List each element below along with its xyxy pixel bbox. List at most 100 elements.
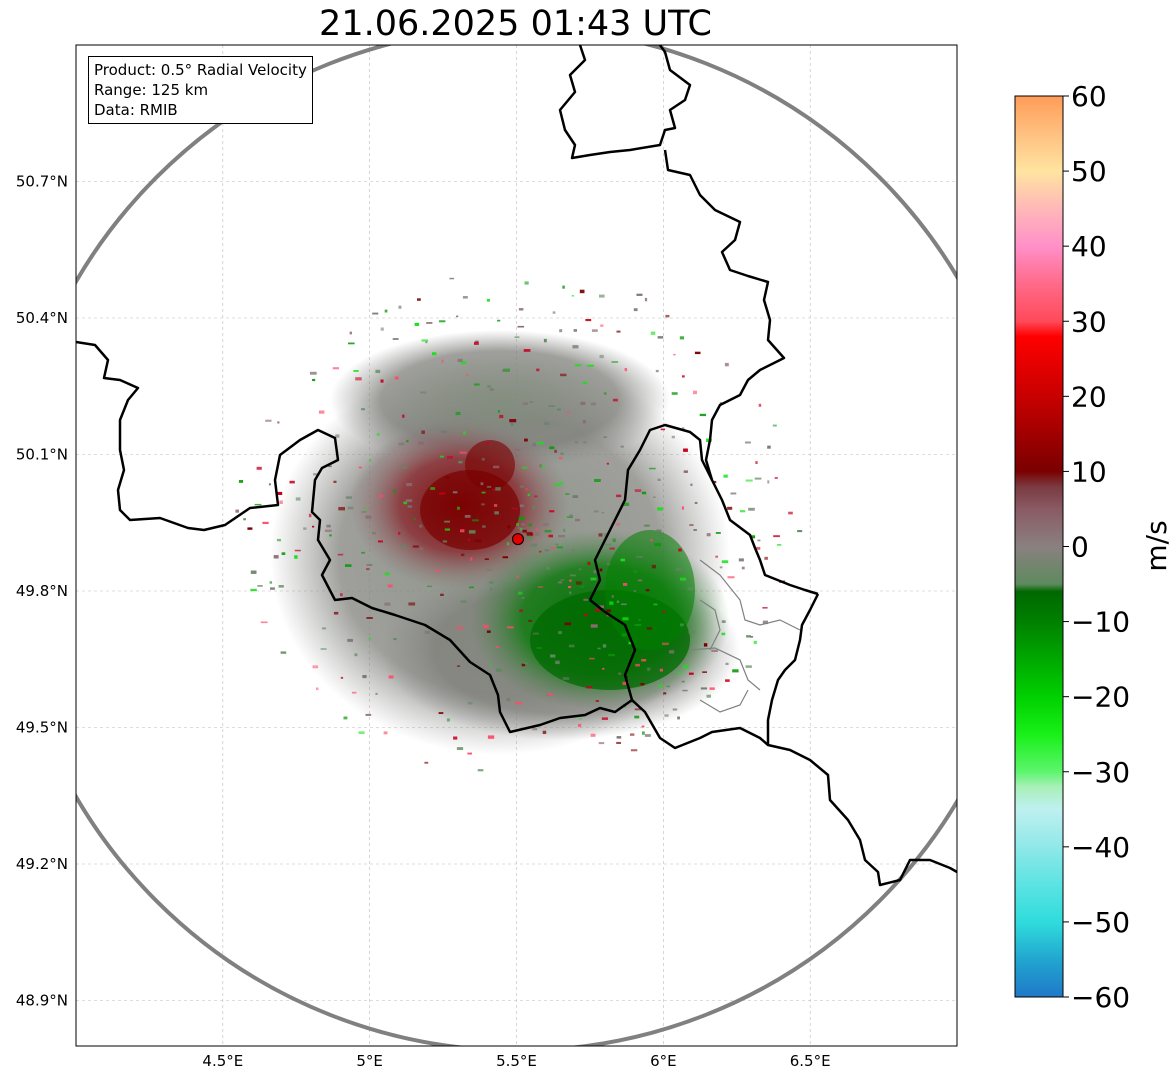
- echo-speckle: [595, 608, 601, 612]
- echo-speckle: [247, 527, 253, 530]
- echo-speckle: [469, 586, 474, 589]
- echo-speckle: [250, 570, 257, 574]
- echo-speckle: [539, 464, 542, 468]
- echo-speckle: [511, 507, 518, 510]
- echo-speckle: [679, 336, 684, 340]
- echo-speckle: [517, 526, 521, 529]
- echo-speckle: [656, 529, 662, 532]
- echo-speckle: [467, 752, 472, 755]
- echo-speckle: [363, 507, 367, 510]
- info-data: Data: RMIB: [94, 101, 178, 119]
- echo-speckle: [484, 558, 489, 560]
- echo-speckle: [394, 376, 399, 380]
- echo-speckle: [406, 440, 409, 443]
- echo-speckle: [669, 650, 675, 654]
- echo-speckle: [680, 625, 683, 627]
- echo-speckle: [641, 659, 647, 662]
- echo-speckle: [453, 736, 458, 740]
- echo-speckle: [333, 480, 337, 483]
- echo-speckle: [655, 369, 659, 373]
- echo-speckle: [495, 646, 500, 648]
- echo-speckle: [345, 496, 352, 499]
- echo-speckle: [506, 626, 514, 629]
- echo-speckle: [528, 619, 533, 622]
- radar-site-marker: [511, 533, 524, 546]
- echo-speckle: [664, 714, 669, 717]
- echo-speckle: [662, 610, 665, 613]
- echo-speckle: [316, 687, 319, 691]
- echo-speckle: [439, 455, 444, 458]
- echo-speckle: [361, 511, 367, 513]
- echo-speckle: [571, 549, 575, 551]
- border-north: [558, 45, 692, 160]
- border-lux-north: [663, 149, 819, 596]
- echo-speckle: [456, 315, 459, 318]
- echo-speckle: [414, 322, 420, 326]
- echo-speckle: [522, 402, 529, 405]
- echo-speckle: [620, 445, 624, 448]
- echo-speckle: [662, 642, 669, 645]
- echo-speckle: [361, 551, 366, 554]
- border-belgium-inner: [588, 423, 714, 601]
- echo-speckle: [591, 329, 598, 332]
- colorbar-label: m/s: [1140, 520, 1171, 571]
- echo-speckle: [653, 496, 656, 498]
- echo-speckle: [776, 544, 782, 546]
- echo-speckle: [622, 681, 629, 685]
- echo-speckle: [764, 556, 768, 560]
- echo-speckle: [584, 613, 588, 617]
- echo-speckle: [634, 624, 642, 626]
- echo-speckle: [497, 319, 501, 322]
- echo-speckle: [665, 314, 670, 318]
- echo-speckle: [633, 570, 638, 573]
- echo-speckle: [365, 713, 372, 716]
- echo-speckle: [539, 550, 542, 553]
- echo-speckle: [797, 530, 803, 533]
- echo-speckle: [366, 617, 373, 619]
- echo-speckle: [542, 523, 549, 526]
- echo-speckle: [546, 566, 550, 570]
- echo-speckle: [560, 452, 564, 455]
- echo-speckle: [745, 665, 752, 668]
- echo-speckle: [579, 289, 585, 294]
- echo-speckle: [435, 569, 441, 572]
- echo-speckle: [420, 547, 424, 550]
- echo-speckle: [295, 497, 301, 501]
- echo-speckle: [403, 501, 408, 505]
- echo-speckle: [529, 401, 534, 403]
- echo-speckle: [580, 585, 585, 588]
- echo-speckle: [313, 473, 318, 476]
- echo-speckle: [254, 503, 262, 506]
- echo-speckle: [715, 532, 721, 534]
- echo-speckle: [572, 345, 579, 349]
- echo-speckle: [421, 339, 429, 342]
- echo-speckle: [532, 632, 539, 635]
- echo-speckle: [262, 521, 269, 524]
- echo-speckle: [526, 536, 533, 540]
- echo-speckle: [318, 410, 325, 414]
- echo-speckle: [683, 470, 688, 473]
- echo-speckle: [536, 647, 542, 649]
- echo-speckle: [699, 413, 706, 417]
- echo-speckle: [611, 595, 614, 598]
- echo-speckle: [461, 553, 465, 557]
- echo-speckle: [688, 672, 694, 675]
- echo-speckle: [583, 598, 588, 601]
- echo-speckle: [463, 431, 466, 435]
- echo-speckle: [452, 491, 458, 494]
- echo-speckle: [289, 480, 295, 484]
- echo-speckle: [543, 338, 547, 343]
- echo-speckle: [543, 421, 550, 426]
- echo-speckle: [590, 402, 596, 406]
- colorbar-tick-label: −30: [1071, 756, 1130, 789]
- echo-speckle: [426, 585, 432, 588]
- echo-speckle: [754, 477, 762, 480]
- echo-speckle: [594, 479, 601, 482]
- echo-speckle: [658, 684, 663, 688]
- echo-speckle: [585, 319, 592, 322]
- echo-speckle: [349, 331, 352, 335]
- echo-speckle: [566, 411, 572, 414]
- echo-speckle: [238, 480, 244, 483]
- echo-speckle: [525, 488, 528, 491]
- echo-speckle: [561, 481, 564, 485]
